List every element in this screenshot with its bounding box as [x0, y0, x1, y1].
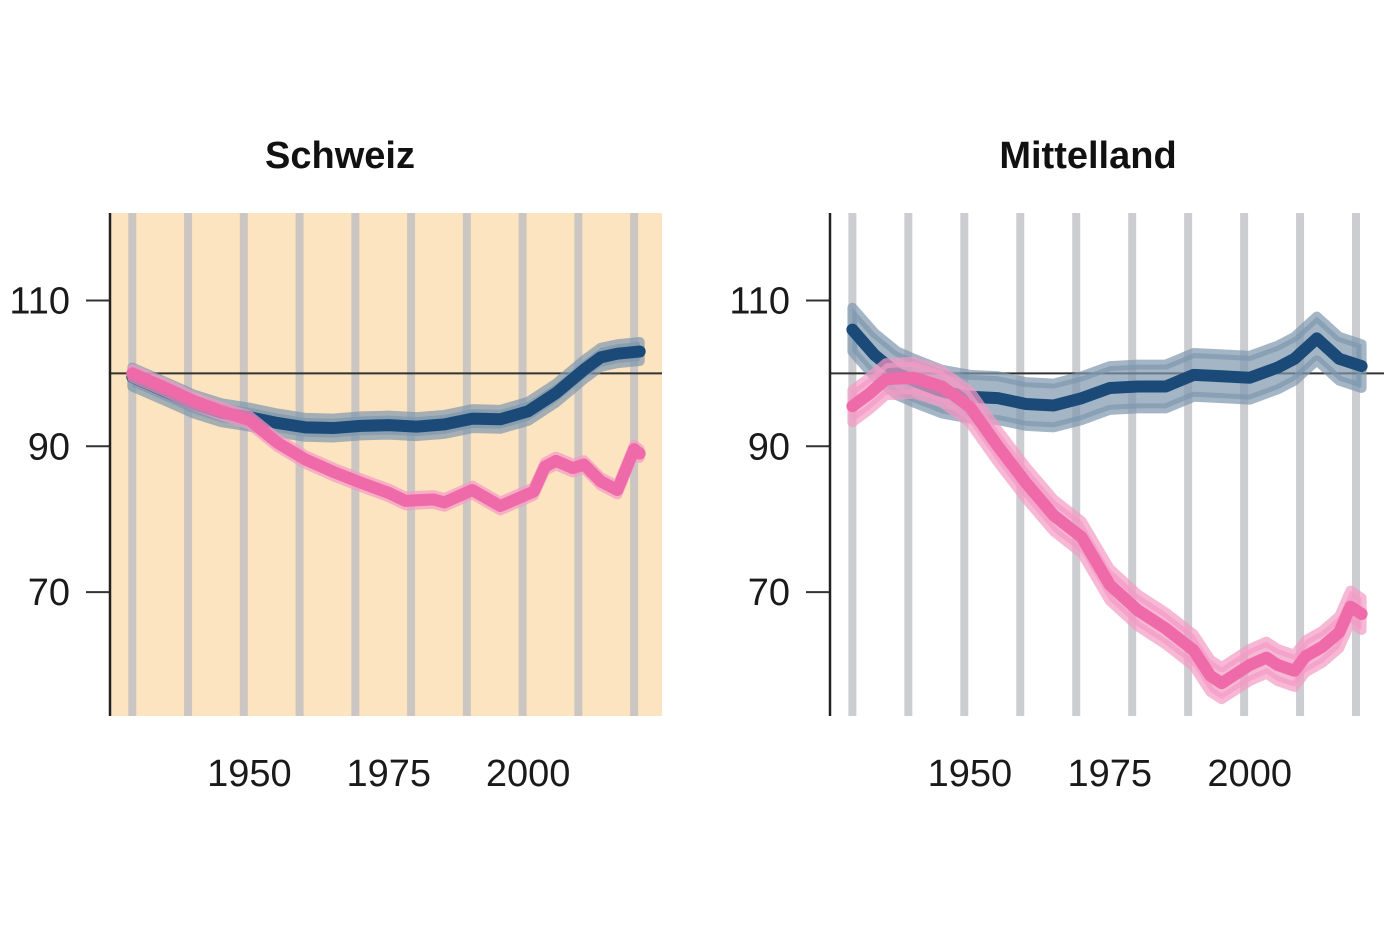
y-tick-label: 70	[28, 572, 70, 614]
y-tick-label: 110	[9, 280, 70, 322]
x-tick-label: 1975	[347, 753, 432, 795]
y-tick-labels: 70 90 110	[9, 280, 70, 614]
y-tick-label: 110	[729, 280, 790, 322]
x-tick-label: 1950	[928, 753, 1013, 795]
x-tick-label: 2000	[1207, 753, 1292, 795]
chart-title: Schweiz	[265, 135, 415, 177]
panel-schweiz: 1950 1975 2000 70 90 110 Schweiz	[9, 135, 662, 795]
plot-background	[830, 213, 1384, 716]
x-tick-labels: 1950 1975 2000	[928, 753, 1292, 795]
y-tick-marks	[806, 299, 830, 594]
x-tick-label: 1975	[1068, 753, 1153, 795]
panel-mittelland: 1950 1975 2000 70 90 110 Mittelland	[729, 135, 1384, 795]
series-line	[126, 367, 646, 513]
x-tick-label: 2000	[486, 753, 571, 795]
series-group	[126, 337, 646, 516]
y-tick-label: 90	[28, 426, 70, 468]
y-tick-label: 70	[748, 572, 790, 614]
series-line	[846, 371, 1368, 690]
y-tick-label: 90	[748, 426, 790, 468]
series-pink	[846, 356, 1368, 705]
y-tick-labels: 70 90 110	[729, 280, 790, 614]
x-tick-labels: 1950 1975 2000	[207, 753, 570, 795]
uncertainty-band	[847, 356, 1367, 705]
y-tick-marks	[86, 299, 110, 594]
series-group	[846, 302, 1368, 705]
x-tick-label: 1950	[207, 753, 292, 795]
chart-title: Mittelland	[999, 135, 1176, 177]
series-pink	[126, 364, 646, 516]
